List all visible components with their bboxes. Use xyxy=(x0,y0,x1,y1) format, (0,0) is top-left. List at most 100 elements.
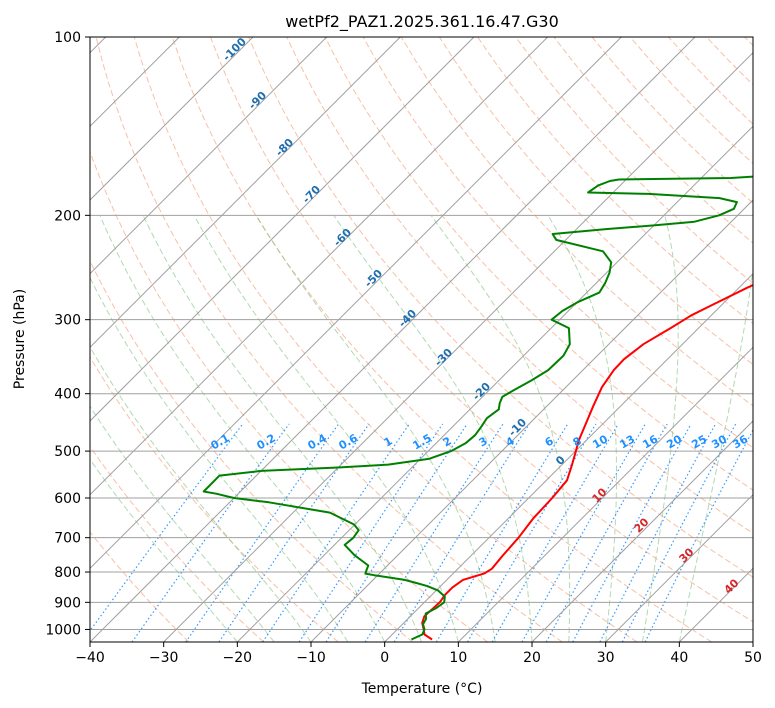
mixing-ratio-line xyxy=(218,423,370,642)
mixing-ratio-line xyxy=(131,423,290,642)
mixing-ratio-line xyxy=(599,423,717,642)
x-axis-label: Temperature (°C) xyxy=(361,681,483,697)
mixing-ratio-label: 30 xyxy=(709,432,729,451)
y-axis-label: Pressure (hPa) xyxy=(12,289,28,389)
y-tick-label: 200 xyxy=(54,208,81,224)
mixing-ratio-label: 0.1 xyxy=(209,431,232,452)
y-tick-label: 600 xyxy=(54,491,81,507)
dry-adiabat xyxy=(400,37,753,407)
x-tick-label: −20 xyxy=(223,650,253,666)
mixing-ratio-line xyxy=(466,423,597,642)
x-tick-label: 0 xyxy=(380,650,389,666)
x-tick-label: −30 xyxy=(149,650,179,666)
series-lines xyxy=(202,175,753,641)
line-labels: -100-90-80-70-60-50-40-30-20-10010203040… xyxy=(209,35,751,597)
moist-adiabat xyxy=(255,215,496,642)
isotherm xyxy=(384,272,753,642)
mixing-ratio-line xyxy=(90,423,244,632)
temperature-line xyxy=(421,283,753,641)
dry-adiabat xyxy=(95,37,563,642)
mixing-ratio-label: 1 xyxy=(382,434,395,449)
moist-adiabat-label: 30 xyxy=(677,545,697,565)
mixing-ratio-line xyxy=(364,423,504,642)
dry-adiabat xyxy=(248,37,753,578)
isotherm xyxy=(457,346,753,642)
dry-adiabat xyxy=(90,259,414,642)
y-tick-label: 500 xyxy=(54,444,81,460)
moist-adiabat-label: 40 xyxy=(722,576,742,596)
dry-adiabat-label: -40 xyxy=(396,307,419,330)
moist-adiabat xyxy=(678,265,753,642)
isotherm xyxy=(90,37,328,275)
background-lines xyxy=(90,37,753,642)
y-tick-label: 900 xyxy=(54,595,81,611)
dry-adiabat xyxy=(515,37,753,284)
isotherm xyxy=(752,641,753,642)
isotherm xyxy=(236,125,753,642)
dewpoint-line xyxy=(202,175,753,641)
y-tick-label: 700 xyxy=(54,531,81,547)
x-axis: −40 −30 −20 −10 0 10 20 30 40 50 xyxy=(75,642,762,666)
plot-frame xyxy=(89,36,754,643)
mixing-ratio-label: 8 xyxy=(571,434,584,449)
x-tick-label: 10 xyxy=(449,650,467,666)
mixing-ratio-line xyxy=(435,423,569,642)
dry-adiabat-label: -30 xyxy=(432,346,455,369)
dry-adiabat xyxy=(438,37,753,366)
dry-adiabat xyxy=(90,150,488,642)
dry-adiabat xyxy=(133,37,638,642)
y-tick-label: 800 xyxy=(54,565,81,581)
y-tick-label: 300 xyxy=(54,313,81,329)
x-tick-label: 20 xyxy=(523,650,541,666)
y-axis: 100 200 300 400 500 600 700 800 900 1000 xyxy=(45,30,90,638)
mixing-ratio-line xyxy=(298,423,444,642)
isotherm xyxy=(163,51,753,642)
moist-adiabat xyxy=(547,215,617,642)
mixing-ratio-label: 16 xyxy=(640,432,660,451)
isotherm xyxy=(678,567,753,642)
mixing-ratio-line xyxy=(393,423,530,642)
isotherm xyxy=(90,37,696,642)
moist-adiabat xyxy=(193,215,459,642)
dry-adiabat-label: -80 xyxy=(273,136,296,159)
dry-adiabat xyxy=(90,356,339,642)
y-tick-label: 400 xyxy=(54,387,81,403)
mixing-ratio-line xyxy=(262,423,410,642)
dry-adiabat xyxy=(210,37,753,623)
grid-lines xyxy=(90,37,753,642)
isotherm xyxy=(90,37,254,201)
dry-adiabat xyxy=(90,445,264,642)
dry-adiabat xyxy=(706,37,753,86)
x-tick-label: 30 xyxy=(597,650,615,666)
dry-adiabat-label: -20 xyxy=(470,380,493,403)
dry-adiabat xyxy=(744,37,753,47)
mixing-ratio-line xyxy=(325,423,468,642)
dry-adiabat-label: -50 xyxy=(362,267,385,290)
moist-adiabat xyxy=(90,276,349,642)
dry-adiabat-label: -70 xyxy=(300,183,323,206)
mixing-ratio-label: 25 xyxy=(689,433,709,452)
mixing-ratio-line xyxy=(521,423,646,642)
dry-adiabat xyxy=(90,531,190,642)
y-tick-label: 1000 xyxy=(45,622,81,638)
dry-adiabat-label: -100 xyxy=(220,35,249,64)
isotherm xyxy=(90,37,549,496)
x-tick-label: −40 xyxy=(75,650,105,666)
mixing-ratio-label: 36 xyxy=(730,432,750,451)
dry-adiabat-label: -90 xyxy=(246,89,269,112)
x-tick-label: −10 xyxy=(296,650,326,666)
moist-adiabat-label: 20 xyxy=(632,515,652,535)
mixing-ratio-label: 0.2 xyxy=(255,431,278,452)
isotherm xyxy=(605,493,753,642)
isotherm xyxy=(90,37,401,349)
isotherm xyxy=(531,420,753,642)
x-tick-label: 40 xyxy=(670,650,688,666)
chart-title: wetPf2_PAZ1.2025.361.16.47.G30 xyxy=(285,12,559,32)
mixing-ratio-line xyxy=(572,423,692,642)
mixing-ratio-line xyxy=(621,423,737,642)
moist-adiabat xyxy=(90,458,238,642)
mixing-ratio-label: 0.4 xyxy=(306,431,330,452)
isotherm xyxy=(90,37,475,422)
dry-adiabat-label: -60 xyxy=(331,226,354,249)
